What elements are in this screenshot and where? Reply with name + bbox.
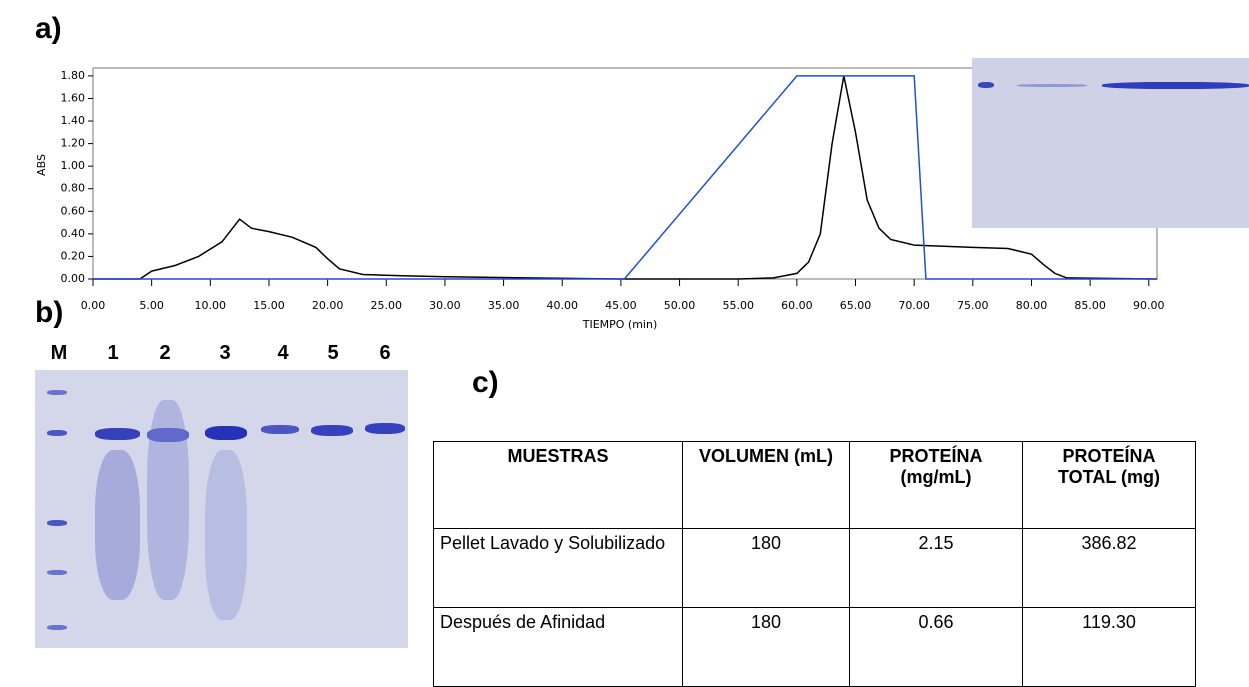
cell: 180	[682, 607, 850, 687]
sds-page-gel	[35, 370, 408, 648]
cell: 386.82	[1022, 528, 1196, 608]
y-axis-label: ABS	[35, 154, 48, 176]
x-tick-label: 5.00	[139, 299, 164, 312]
table-row: Pellet Lavado y Solubilizado 180 2.15 38…	[433, 528, 1196, 608]
x-tick-label: 50.00	[664, 299, 696, 312]
cell: 2.15	[849, 528, 1023, 608]
lane-label: 5	[327, 342, 339, 364]
header-cell: MUESTRAS	[433, 441, 683, 529]
x-tick-label: 70.00	[898, 299, 930, 312]
header-cell: PROTEÍNA (mg/mL)	[849, 441, 1023, 529]
x-tick-label: 65.00	[840, 299, 872, 312]
header-cell: PROTEÍNA TOTAL (mg)	[1022, 441, 1196, 529]
x-tick-label: 90.00	[1133, 299, 1165, 312]
marker-band	[47, 390, 67, 395]
gel-smear	[147, 400, 189, 600]
cell: 180	[682, 528, 850, 608]
x-tick-label: 55.00	[722, 299, 754, 312]
panel-label: a)	[35, 12, 62, 45]
gel-band	[978, 82, 994, 88]
y-tick-label: 0.60	[61, 204, 86, 217]
chromatogram: TIEMPO (min) ABS 0.00 0.20 0.40 0.60 0.80 1.0…	[35, 67, 1165, 331]
lane-label: M	[50, 342, 68, 364]
cell: Pellet Lavado y Solubilizado	[433, 528, 683, 608]
lane-label: 6	[379, 342, 391, 364]
lane-label: 3	[219, 342, 231, 364]
header-cell: VOLUMEN (mL)	[682, 441, 850, 529]
table-row: Después de Afinidad 180 0.66 119.30	[433, 607, 1196, 687]
y-tick-label: 1.80	[61, 69, 86, 82]
gel-band	[205, 426, 247, 440]
inset-gel	[972, 58, 1249, 228]
x-tick-label: 0.00	[81, 299, 106, 312]
cell: Después de Afinidad	[433, 607, 683, 687]
y-tick-label: 1.40	[61, 114, 86, 127]
gel-smear	[205, 450, 247, 620]
lane-label: 4	[277, 342, 289, 364]
x-tick-label: 30.00	[429, 299, 461, 312]
gel-band	[261, 425, 299, 434]
y-tick-label: 1.00	[61, 159, 86, 172]
lane-label: 1	[107, 342, 119, 364]
marker-band	[47, 570, 67, 575]
results-table: MUESTRAS VOLUMEN (mL) PROTEÍNA (mg/mL) P…	[433, 441, 1196, 687]
gel-band	[1102, 82, 1249, 89]
panel-label: b)	[35, 296, 64, 329]
x-tick-label: 40.00	[546, 299, 578, 312]
panel-label: c)	[472, 366, 499, 399]
x-tick-label: 20.00	[312, 299, 344, 312]
x-tick-label: 85.00	[1074, 299, 1106, 312]
y-tick-label: 1.60	[61, 91, 86, 104]
x-tick-label: 10.00	[195, 299, 227, 312]
gel-band	[1017, 84, 1087, 87]
x-tick-label: 35.00	[488, 299, 520, 312]
x-tick-label: 60.00	[781, 299, 813, 312]
x-tick-label: 45.00	[605, 299, 637, 312]
y-tick-label: 0.40	[61, 227, 86, 240]
series-line	[93, 75, 1157, 280]
gel-smear	[95, 450, 140, 600]
series-line	[93, 75, 1158, 280]
y-tick-label: 0.80	[61, 182, 86, 195]
gel-band	[365, 423, 405, 434]
y-tick-label: 0.00	[61, 272, 86, 285]
x-axis-label: TIEMPO (min)	[582, 318, 658, 331]
gel-band	[147, 428, 189, 442]
x-tick-label: 75.00	[957, 299, 989, 312]
x-tick-label: 15.00	[253, 299, 285, 312]
lane-label: 2	[159, 342, 171, 364]
marker-band	[47, 625, 67, 630]
cell: 119.30	[1022, 607, 1196, 687]
x-tick-label: 80.00	[1016, 299, 1048, 312]
y-tick-label: 1.20	[61, 137, 86, 150]
y-tick-label: 0.20	[61, 249, 86, 262]
x-tick-label: 25.00	[371, 299, 403, 312]
header-row: MUESTRAS VOLUMEN (mL) PROTEÍNA (mg/mL) P…	[433, 441, 1196, 529]
marker-band	[47, 520, 67, 526]
marker-band	[47, 430, 67, 436]
gel-band	[95, 428, 140, 440]
gel-band	[311, 425, 353, 436]
